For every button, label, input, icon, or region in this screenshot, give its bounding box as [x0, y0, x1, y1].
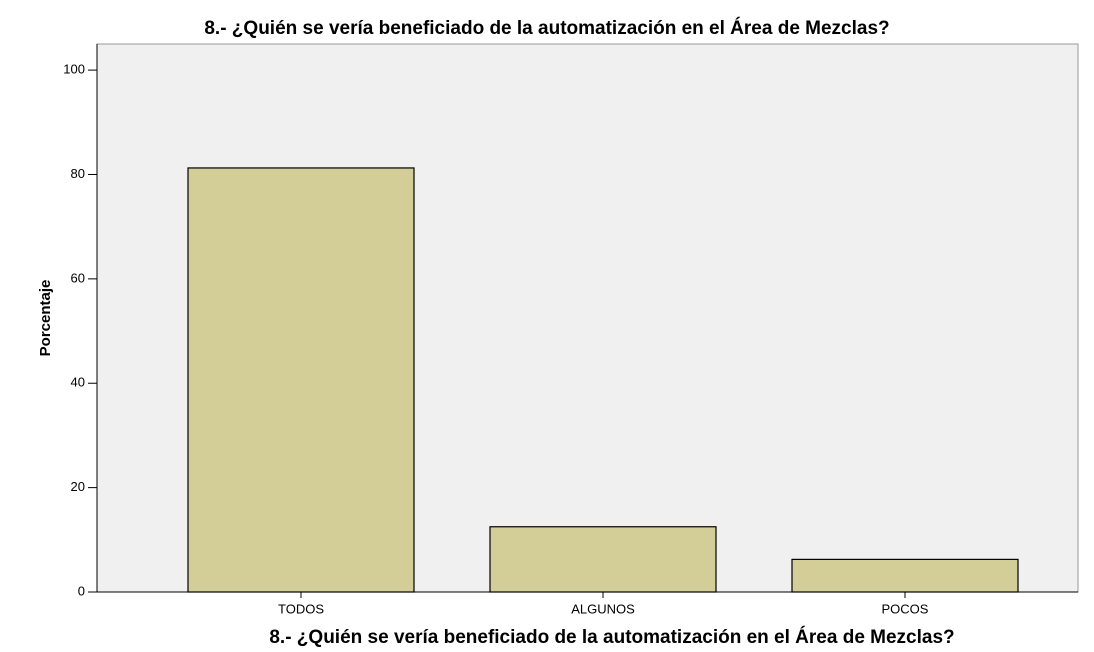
- x-axis-label: 8.- ¿Quién se vería beneficiado de la au…: [269, 626, 954, 648]
- y-tick-label: 80: [71, 166, 85, 181]
- x-tick-label: POCOS: [882, 601, 929, 616]
- chart-title: 8.- ¿Quién se vería beneficiado de la au…: [204, 17, 889, 39]
- y-tick-label: 100: [63, 62, 85, 77]
- bar: [489, 526, 717, 593]
- y-tick-label: 20: [71, 479, 85, 494]
- bar: [791, 558, 1019, 593]
- x-tick-label: TODOS: [278, 601, 324, 616]
- y-tick-label: 60: [71, 270, 85, 285]
- y-axis-label: Porcentaje: [37, 280, 54, 357]
- y-tick-label: 40: [71, 375, 85, 390]
- bar: [187, 167, 415, 593]
- x-tick-label: ALGUNOS: [571, 601, 635, 616]
- y-tick-label: 0: [78, 583, 85, 598]
